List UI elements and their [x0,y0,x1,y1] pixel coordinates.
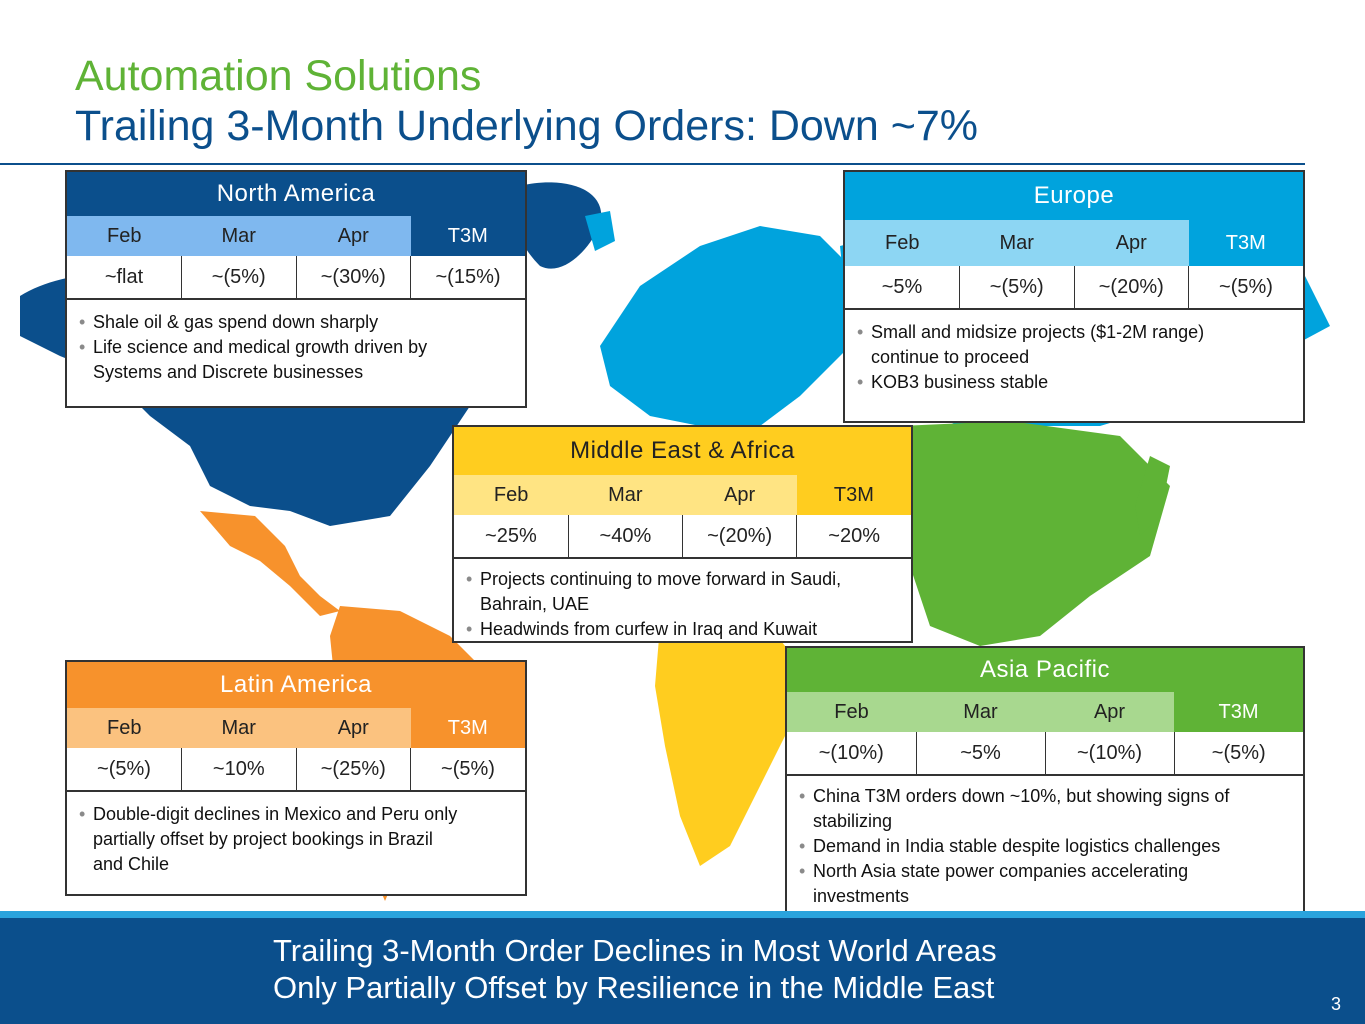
region-table: Feb Mar Apr T3M ~flat ~(5%) ~(30%) ~(15%… [67,216,525,300]
value-feb: ~(10%) [787,732,917,776]
bullet-list: • Small and midsize projects ($1-2M range… [845,310,1303,395]
greenland-shape [513,182,602,269]
bullet-item: • Demand in India stable despite logistic… [799,836,1221,856]
latin-america-panel: Latin America Feb Mar Apr T3M ~(5%) ~10%… [65,660,527,896]
value-t3m: ~(5%) [410,748,525,792]
value-t3m: ~(5%) [1174,732,1303,776]
asia-pacific-panel: Asia Pacific Feb Mar Apr T3M ~(10%) ~5% … [785,646,1305,914]
footer-accent-stripe [0,911,1365,918]
month-t3m: T3M [796,475,911,515]
value-feb: ~(5%) [67,748,182,792]
middle-east-africa-panel: Middle East & Africa Feb Mar Apr T3M ~25… [452,425,913,643]
value-mar: ~10% [181,748,297,792]
value-apr: ~(10%) [1045,732,1175,776]
region-header: Asia Pacific [787,648,1303,692]
value-feb: ~5% [845,266,960,310]
bullet-continuation: Bahrain, UAE [480,594,590,614]
bullet-continuation: continue to proceed [871,347,1030,367]
bullet-continuation: Systems and Discrete businesses [93,362,364,382]
japan-shape [1135,456,1170,536]
month-apr: Apr [296,216,411,256]
footer-line-2: Only Partially Offset by Resilience in t… [273,970,995,1005]
page-number: 3 [1330,994,1341,1014]
month-apr: Apr [1074,220,1189,266]
month-t3m: T3M [1188,220,1303,266]
region-header: Europe [845,172,1303,220]
region-header: Latin America [67,662,525,708]
value-mar: ~5% [916,732,1046,776]
north-america-panel: North America Feb Mar Apr T3M ~flat ~(5%… [65,170,527,408]
value-apr: ~(20%) [1074,266,1189,310]
region-header: Middle East & Africa [454,427,911,475]
month-feb: Feb [67,216,182,256]
bullet-list: • Double-digit declines in Mexico and Per… [67,792,525,877]
central-america-shape [200,511,340,616]
value-mar: ~40% [568,515,684,559]
bullet-continuation: and Chile [93,854,170,874]
bullet-continuation: partially offset by project bookings in … [93,829,433,849]
month-mar: Mar [916,692,1045,732]
value-apr: ~(30%) [296,256,411,300]
asia-shape [900,421,1170,646]
uk-shape [585,211,615,251]
value-mar: ~(5%) [959,266,1075,310]
bullet-item: • China T3M orders down ~10%, but showing… [799,786,1230,806]
bullet-continuation: stabilizing [813,811,893,831]
month-feb: Feb [787,692,916,732]
month-mar: Mar [181,216,296,256]
value-feb: ~flat [67,256,182,300]
value-apr: ~(20%) [682,515,798,559]
month-mar: Mar [568,475,683,515]
month-apr: Apr [682,475,797,515]
month-feb: Feb [454,475,569,515]
title-divider [0,163,1305,165]
month-mar: Mar [181,708,296,748]
value-t3m: ~(15%) [410,256,525,300]
bullet-list: • Projects continuing to move forward in … [454,559,911,642]
value-apr: ~(25%) [296,748,411,792]
month-t3m: T3M [1174,692,1303,732]
bullet-item: • North Asia state power companies accele… [799,861,1189,881]
bullet-item: • Shale oil & gas spend down sharply [79,312,379,332]
bullet-item: • KOB3 business stable [857,372,1049,392]
month-mar: Mar [959,220,1074,266]
month-apr: Apr [296,708,411,748]
bullet-continuation: investments [813,886,910,906]
europe-panel: Europe Feb Mar Apr T3M ~5% ~(5%) ~(20%) … [843,170,1305,423]
month-t3m: T3M [410,216,525,256]
bullet-item: • Life science and medical growth driven … [79,337,428,357]
bullet-list: • Shale oil & gas spend down sharply • Lif… [67,300,525,385]
value-t3m: ~20% [796,515,911,559]
slide-subtitle: Trailing 3-Month Underlying Orders: Down… [75,102,978,150]
month-apr: Apr [1045,692,1174,732]
bullet-list: • China T3M orders down ~10%, but showing… [787,776,1303,909]
footer-line-1: Trailing 3-Month Order Declines in Most … [273,933,997,968]
region-header: North America [67,172,525,216]
region-table: Feb Mar Apr T3M ~(10%) ~5% ~(10%) ~(5%) [787,692,1303,776]
value-t3m: ~(5%) [1188,266,1303,310]
bullet-item: • Small and midsize projects ($1-2M range… [857,322,1205,342]
europe-shape [600,226,860,426]
value-feb: ~25% [454,515,569,559]
value-mar: ~(5%) [181,256,297,300]
region-table: Feb Mar Apr T3M ~5% ~(5%) ~(20%) ~(5%) [845,220,1303,310]
footer-banner: Trailing 3-Month Order Declines in Most … [0,918,1365,1024]
bullet-item: • Double-digit declines in Mexico and Per… [79,804,458,824]
slide-title: Automation Solutions [75,52,482,100]
month-feb: Feb [845,220,960,266]
bullet-item: • Projects continuing to move forward in … [466,569,842,589]
region-table: Feb Mar Apr T3M ~25% ~40% ~(20%) ~20% [454,475,911,559]
month-t3m: T3M [410,708,525,748]
africa-shape [655,626,800,866]
month-feb: Feb [67,708,182,748]
bullet-item: • Headwinds from curfew in Iraq and Kuwai… [466,619,818,639]
region-table: Feb Mar Apr T3M ~(5%) ~10% ~(25%) ~(5%) [67,708,525,792]
